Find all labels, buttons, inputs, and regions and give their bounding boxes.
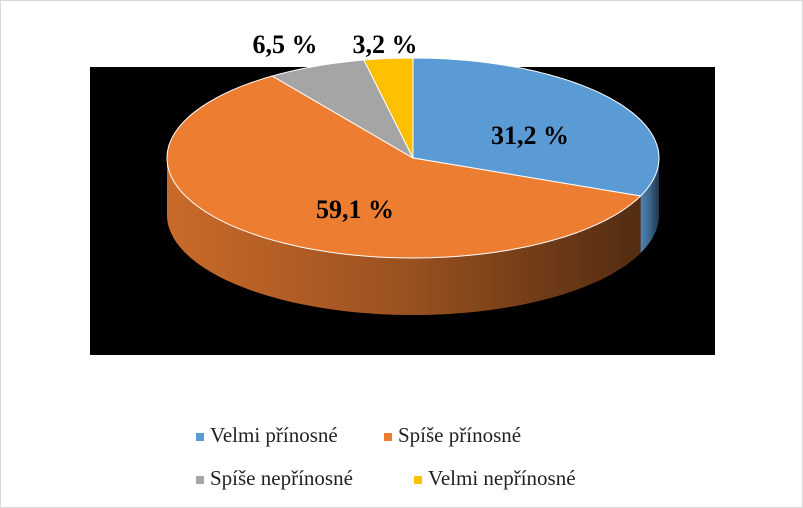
slice-side-shade bbox=[167, 158, 641, 315]
pie bbox=[166, 57, 660, 315]
legend-label: Velmi nepřínosné bbox=[428, 466, 576, 490]
slice bbox=[412, 57, 660, 197]
slice bbox=[363, 57, 414, 159]
data-label: 3,2 % bbox=[353, 30, 418, 59]
slice bbox=[270, 59, 415, 160]
slice bbox=[166, 75, 642, 259]
data-label: 31,2 % bbox=[491, 121, 569, 150]
data-label: 59,1 % bbox=[316, 195, 394, 224]
legend: Velmi přínosné Spíše přínosné Spíše nepřín… bbox=[196, 423, 576, 490]
legend-swatch bbox=[196, 476, 204, 484]
legend-swatch bbox=[384, 433, 392, 441]
legend-swatch bbox=[196, 433, 204, 441]
data-label: 6,5 % bbox=[253, 30, 318, 59]
legend-swatch bbox=[414, 476, 422, 484]
data-labels: 31,2 % 59,1 % 6,5 % 3,2 % bbox=[253, 30, 570, 224]
legend-label: Spíše nepřínosné bbox=[210, 466, 353, 490]
legend-label: Spíše přínosné bbox=[398, 423, 521, 447]
slice-side-shade bbox=[640, 158, 659, 253]
legend-label: Velmi přínosné bbox=[210, 423, 338, 447]
